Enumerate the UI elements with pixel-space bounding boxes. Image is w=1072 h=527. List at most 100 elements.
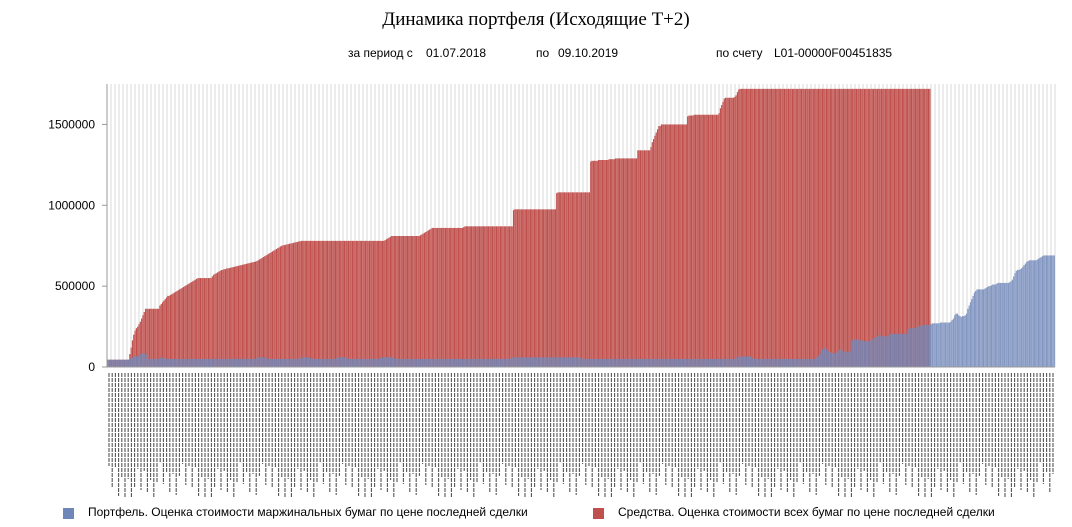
bar-funds	[277, 248, 279, 367]
bar-portfolio	[490, 358, 492, 367]
bar-funds	[227, 268, 229, 367]
bar-funds	[336, 240, 338, 367]
bar-portfolio	[118, 359, 120, 367]
bar-funds	[410, 236, 412, 367]
bar-portfolio	[307, 357, 309, 367]
bar-portfolio	[177, 358, 179, 367]
bar-portfolio	[658, 358, 660, 367]
bar-portfolio	[825, 349, 828, 367]
bar-funds	[395, 236, 397, 367]
bar-portfolio	[313, 358, 316, 367]
bar-portfolio	[1011, 279, 1013, 367]
bar-portfolio	[681, 358, 683, 367]
bar-portfolio	[946, 322, 948, 367]
bar-portfolio	[583, 358, 585, 367]
bar-funds	[872, 88, 875, 367]
bar-portfolio	[1022, 266, 1024, 367]
bar-portfolio	[726, 358, 728, 367]
bar-funds	[718, 113, 720, 367]
bar-funds	[211, 276, 213, 367]
bar-portfolio	[646, 358, 648, 367]
bar-funds	[723, 98, 725, 368]
bar-funds	[852, 88, 854, 367]
bar-portfolio	[1006, 282, 1008, 367]
bar-portfolio	[706, 358, 708, 367]
bar-portfolio	[326, 358, 329, 367]
bar-portfolio	[954, 315, 956, 367]
bar-portfolio	[1034, 260, 1036, 367]
bar-funds	[393, 236, 395, 367]
bar-portfolio	[494, 358, 496, 367]
bar-portfolio	[569, 357, 571, 367]
bar-portfolio	[109, 359, 111, 367]
bar-portfolio	[588, 358, 591, 367]
bar-funds	[692, 115, 694, 367]
bar-funds	[656, 129, 659, 367]
bar-portfolio	[507, 358, 509, 367]
bar-funds	[825, 88, 828, 367]
bar-portfolio	[815, 358, 817, 367]
bar-portfolio	[921, 324, 923, 367]
bar-portfolio	[811, 358, 813, 367]
bar-funds	[838, 88, 841, 367]
bar-portfolio	[1052, 255, 1054, 367]
bar-funds	[265, 255, 267, 367]
bar-funds	[210, 278, 212, 367]
bar-portfolio	[979, 289, 981, 367]
bar-portfolio	[609, 358, 611, 367]
bar-funds	[193, 280, 195, 367]
bar-funds	[789, 88, 791, 367]
bar-portfolio	[253, 358, 255, 367]
bar-portfolio	[523, 357, 525, 367]
bar-portfolio	[1045, 255, 1048, 367]
bar-portfolio	[683, 358, 685, 367]
bar-portfolio	[945, 322, 947, 367]
bar-portfolio	[880, 336, 883, 367]
bar-funds	[154, 308, 156, 367]
bar-funds	[342, 240, 344, 367]
bar-funds	[777, 88, 779, 367]
bar-portfolio	[148, 358, 151, 367]
bar-funds	[480, 226, 482, 367]
bar-funds	[436, 227, 439, 367]
bar-funds	[622, 158, 625, 367]
bar-portfolio	[844, 351, 846, 367]
bar-funds	[350, 240, 352, 367]
bar-portfolio	[159, 358, 161, 367]
bar-funds	[489, 226, 491, 367]
bar-funds	[295, 242, 297, 367]
bar-portfolio	[570, 357, 572, 367]
bar-funds	[791, 88, 793, 367]
bar-portfolio	[384, 357, 386, 367]
bar-portfolio	[908, 329, 910, 367]
bar-funds	[892, 88, 894, 367]
bar-funds	[823, 88, 825, 367]
bar-portfolio	[545, 357, 547, 367]
bar-funds	[722, 101, 724, 367]
bar-portfolio	[650, 358, 652, 367]
bar-portfolio	[176, 358, 178, 367]
bar-portfolio	[1024, 263, 1027, 367]
bar-funds	[527, 209, 529, 367]
bar-portfolio	[266, 358, 268, 367]
bar-portfolio	[350, 358, 352, 367]
bar-portfolio	[226, 358, 228, 367]
bar-funds	[745, 88, 748, 367]
bar-funds	[633, 158, 635, 367]
bar-portfolio	[871, 339, 873, 367]
bar-portfolio	[519, 357, 521, 367]
bar-funds	[236, 266, 238, 367]
bar-portfolio	[663, 358, 665, 367]
bar-portfolio	[206, 358, 208, 367]
bar-portfolio	[874, 337, 876, 367]
bar-funds	[344, 240, 346, 367]
bar-portfolio	[749, 356, 752, 367]
bar-portfolio	[904, 333, 906, 367]
bar-portfolio	[163, 358, 165, 367]
bar-funds	[628, 158, 630, 367]
bar-portfolio	[381, 357, 384, 367]
bar-funds	[702, 114, 704, 367]
bar-funds	[604, 160, 606, 367]
bar-funds	[218, 271, 220, 367]
bar-portfolio	[277, 358, 279, 367]
